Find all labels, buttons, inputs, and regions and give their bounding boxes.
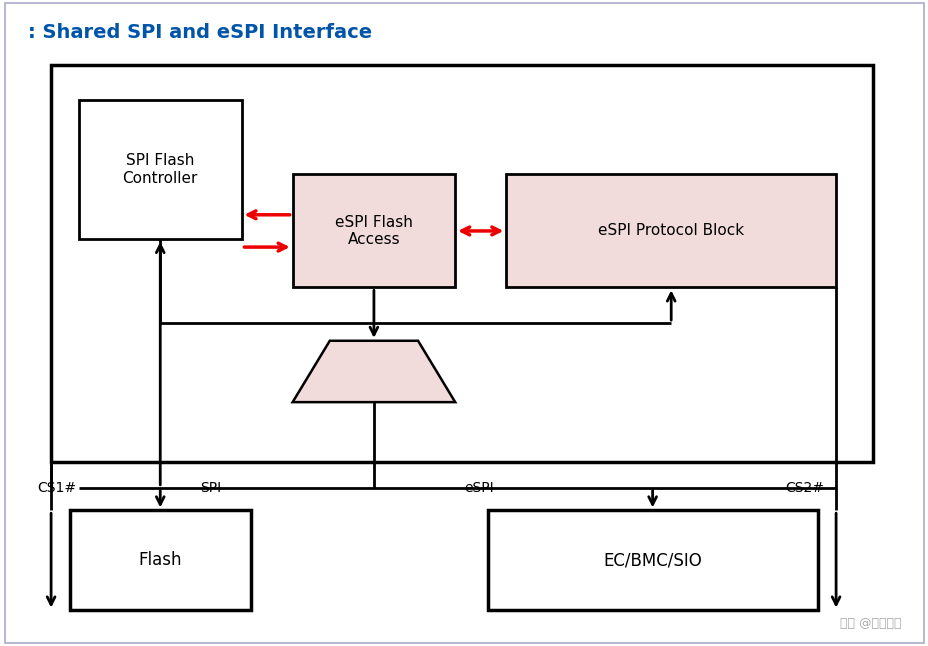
Text: EC/BMC/SIO: EC/BMC/SIO <box>602 552 702 569</box>
Text: 知乎 @牧神园地: 知乎 @牧神园地 <box>839 617 900 630</box>
FancyBboxPatch shape <box>487 510 817 610</box>
Text: eSPI Protocol Block: eSPI Protocol Block <box>598 224 743 238</box>
Text: SPI Flash
Controller: SPI Flash Controller <box>122 153 198 186</box>
Text: eSPI Flash
Access: eSPI Flash Access <box>335 214 412 247</box>
Text: SPI: SPI <box>200 481 221 495</box>
Polygon shape <box>292 341 455 402</box>
FancyBboxPatch shape <box>70 510 251 610</box>
Text: : Shared SPI and eSPI Interface: : Shared SPI and eSPI Interface <box>28 23 371 41</box>
Text: CS1#: CS1# <box>37 481 76 495</box>
Text: Flash: Flash <box>138 552 182 569</box>
FancyBboxPatch shape <box>506 174 835 287</box>
Text: eSPI: eSPI <box>464 481 494 495</box>
FancyBboxPatch shape <box>79 100 241 239</box>
FancyBboxPatch shape <box>51 65 872 462</box>
Text: CS2#: CS2# <box>784 481 823 495</box>
FancyBboxPatch shape <box>292 174 455 287</box>
FancyBboxPatch shape <box>5 3 923 643</box>
